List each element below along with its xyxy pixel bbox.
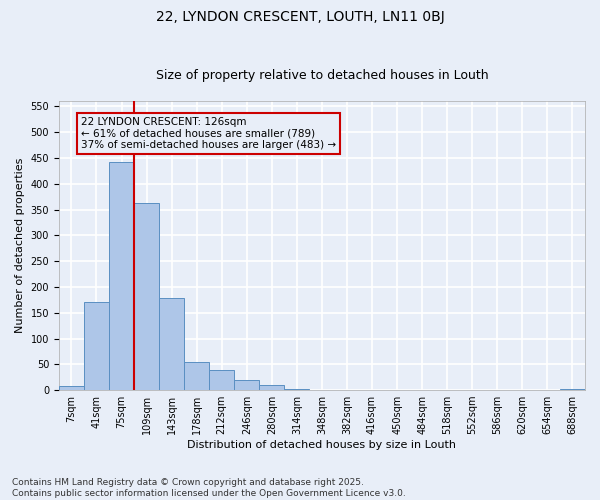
Title: Size of property relative to detached houses in Louth: Size of property relative to detached ho… xyxy=(155,69,488,82)
Bar xyxy=(134,203,159,390)
Bar xyxy=(234,380,259,390)
Bar xyxy=(259,385,284,390)
Text: Contains HM Land Registry data © Crown copyright and database right 2025.
Contai: Contains HM Land Registry data © Crown c… xyxy=(12,478,406,498)
Bar xyxy=(84,302,109,390)
Text: 22, LYNDON CRESCENT, LOUTH, LN11 0BJ: 22, LYNDON CRESCENT, LOUTH, LN11 0BJ xyxy=(155,10,445,24)
Bar xyxy=(159,298,184,390)
Bar xyxy=(284,389,310,390)
Bar xyxy=(109,162,134,390)
X-axis label: Distribution of detached houses by size in Louth: Distribution of detached houses by size … xyxy=(187,440,457,450)
Y-axis label: Number of detached properties: Number of detached properties xyxy=(15,158,25,334)
Bar xyxy=(209,370,234,390)
Bar xyxy=(560,388,585,390)
Bar xyxy=(59,386,84,390)
Text: 22 LYNDON CRESCENT: 126sqm
← 61% of detached houses are smaller (789)
37% of sem: 22 LYNDON CRESCENT: 126sqm ← 61% of deta… xyxy=(81,116,336,150)
Bar xyxy=(184,362,209,390)
